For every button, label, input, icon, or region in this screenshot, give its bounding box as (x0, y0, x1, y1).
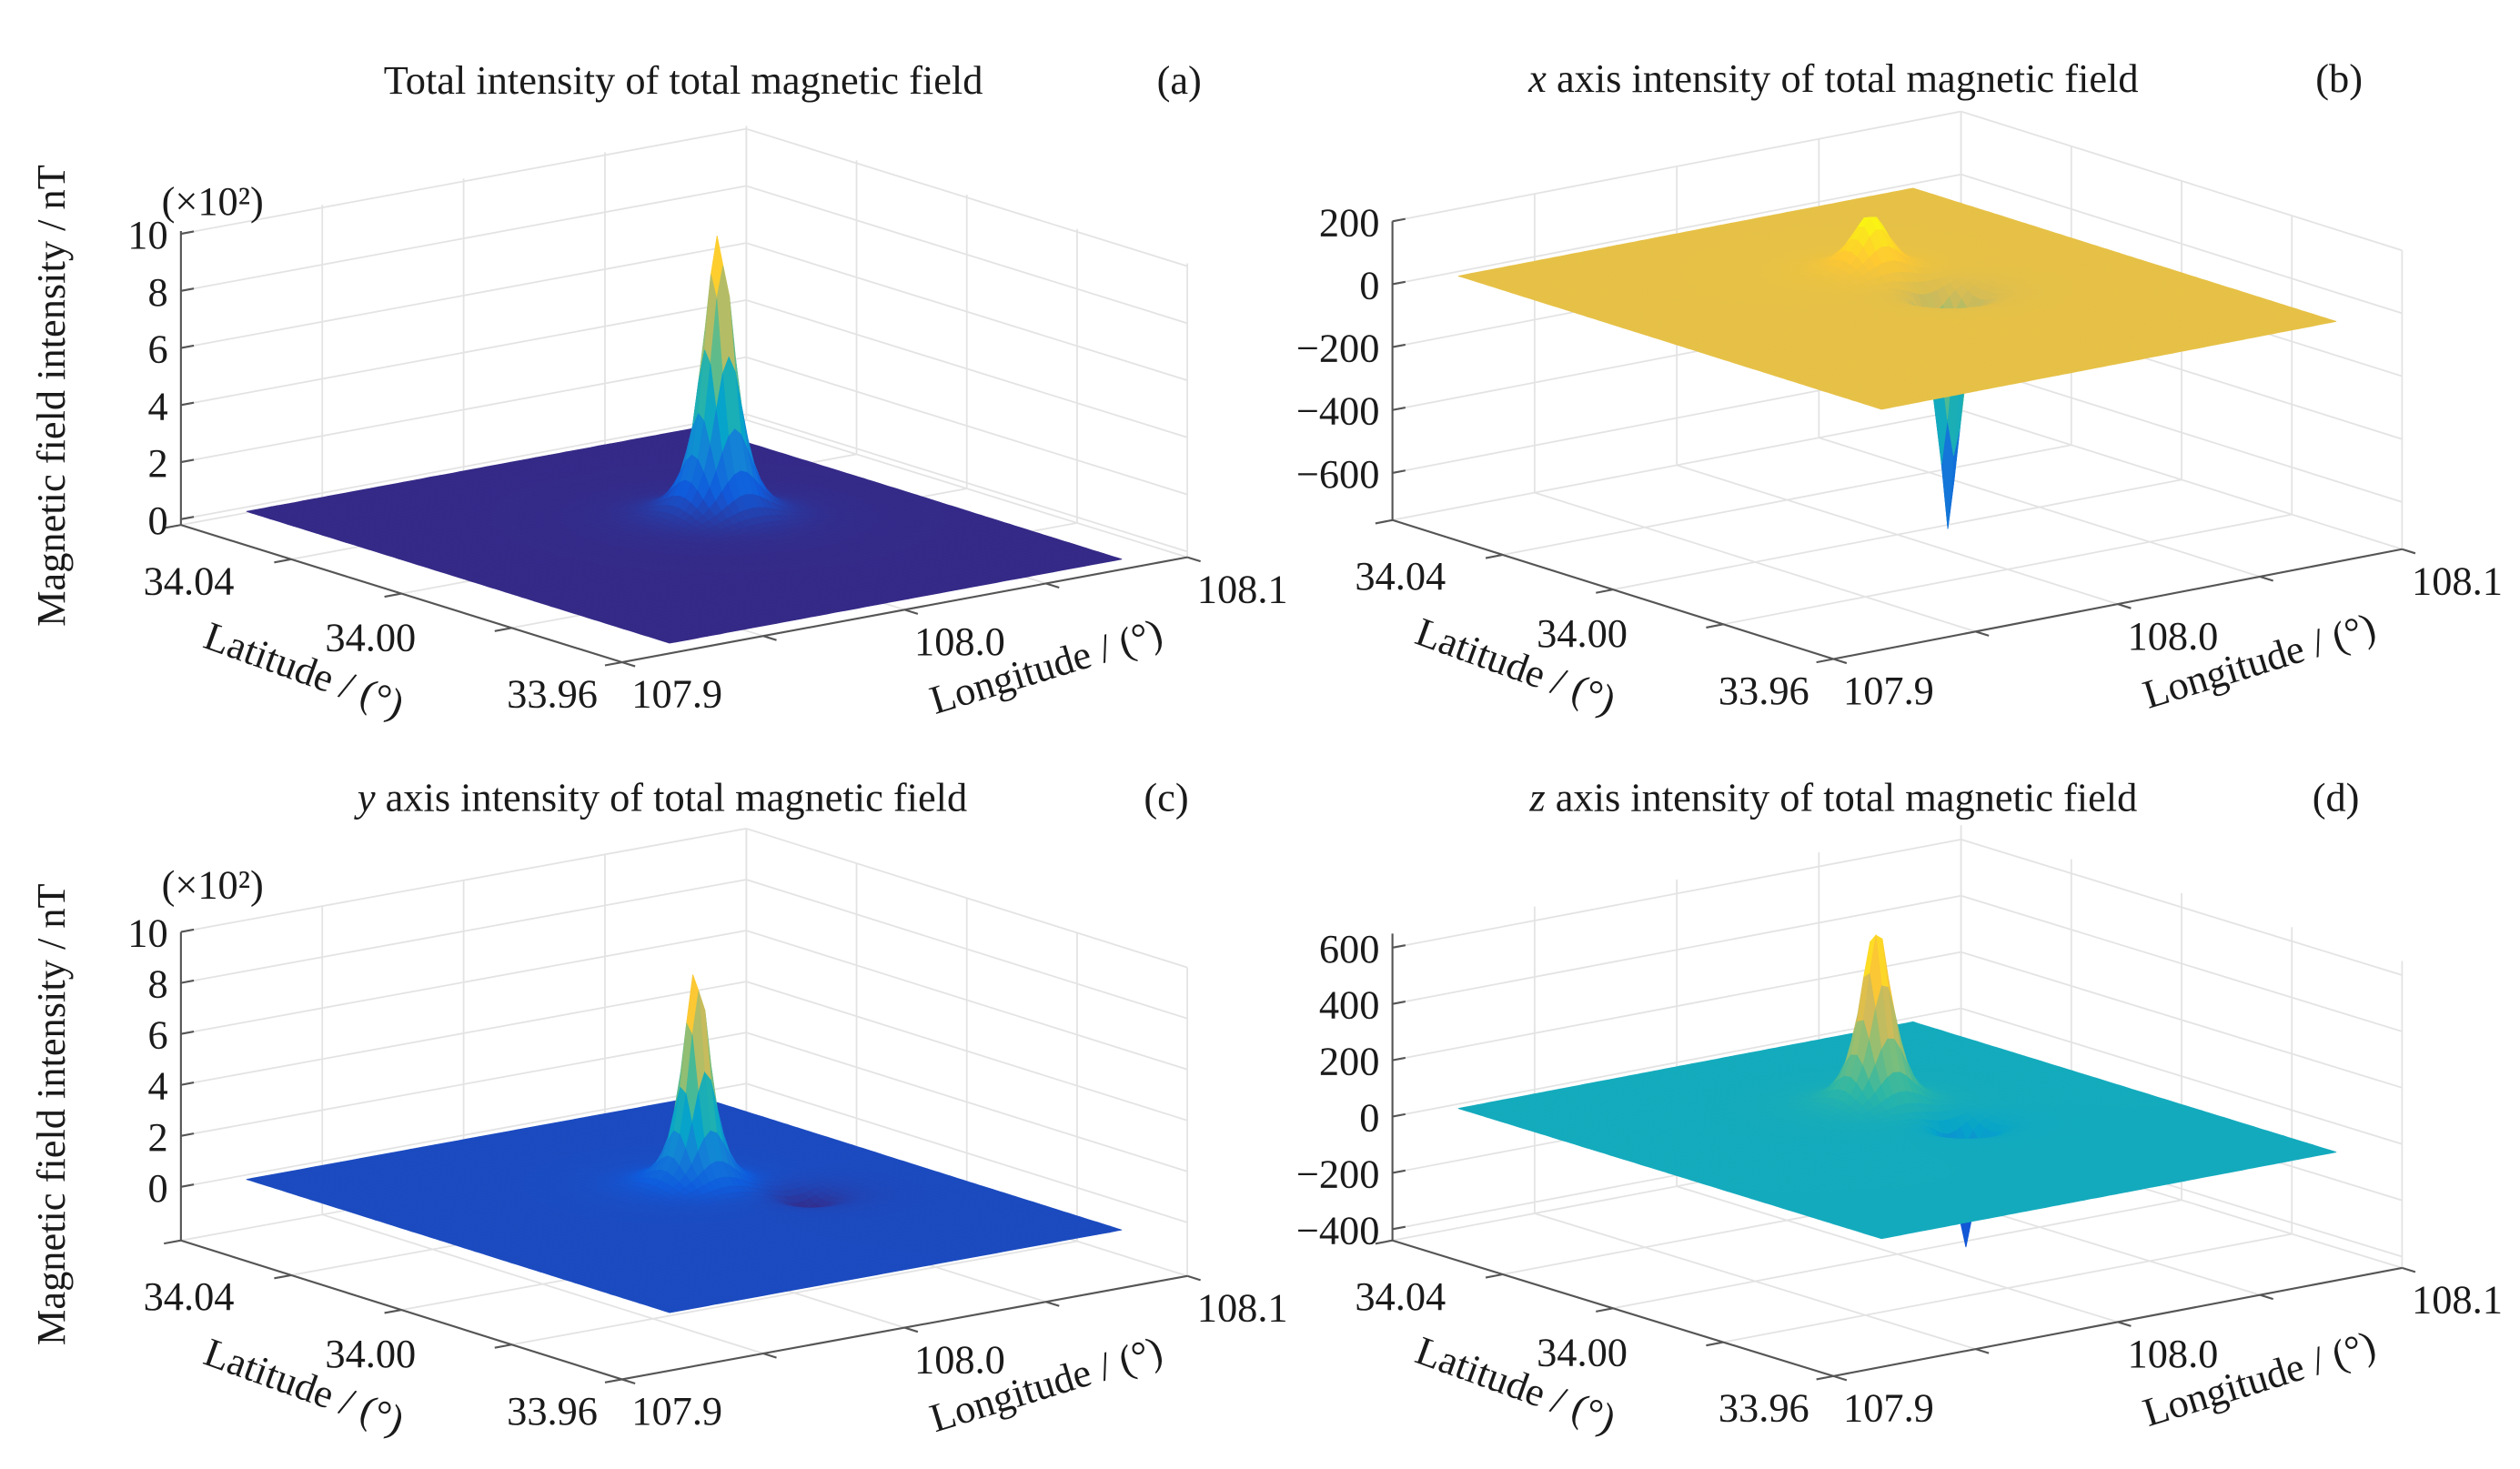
wall-gridline (180, 185, 747, 292)
wall-gridline (180, 299, 747, 407)
wall-gridline (746, 242, 1188, 381)
wall-gridline (746, 413, 1188, 553)
wall-gridline (180, 242, 747, 349)
wall-gridline (746, 185, 1188, 325)
wall-gridline (180, 413, 747, 520)
wall-gridline (746, 127, 1188, 267)
wall-gridline (746, 299, 1188, 438)
surface (246, 236, 1123, 644)
wall-gridline (746, 356, 1188, 496)
wall-gridline (180, 356, 747, 463)
wall-gridline (180, 127, 747, 235)
